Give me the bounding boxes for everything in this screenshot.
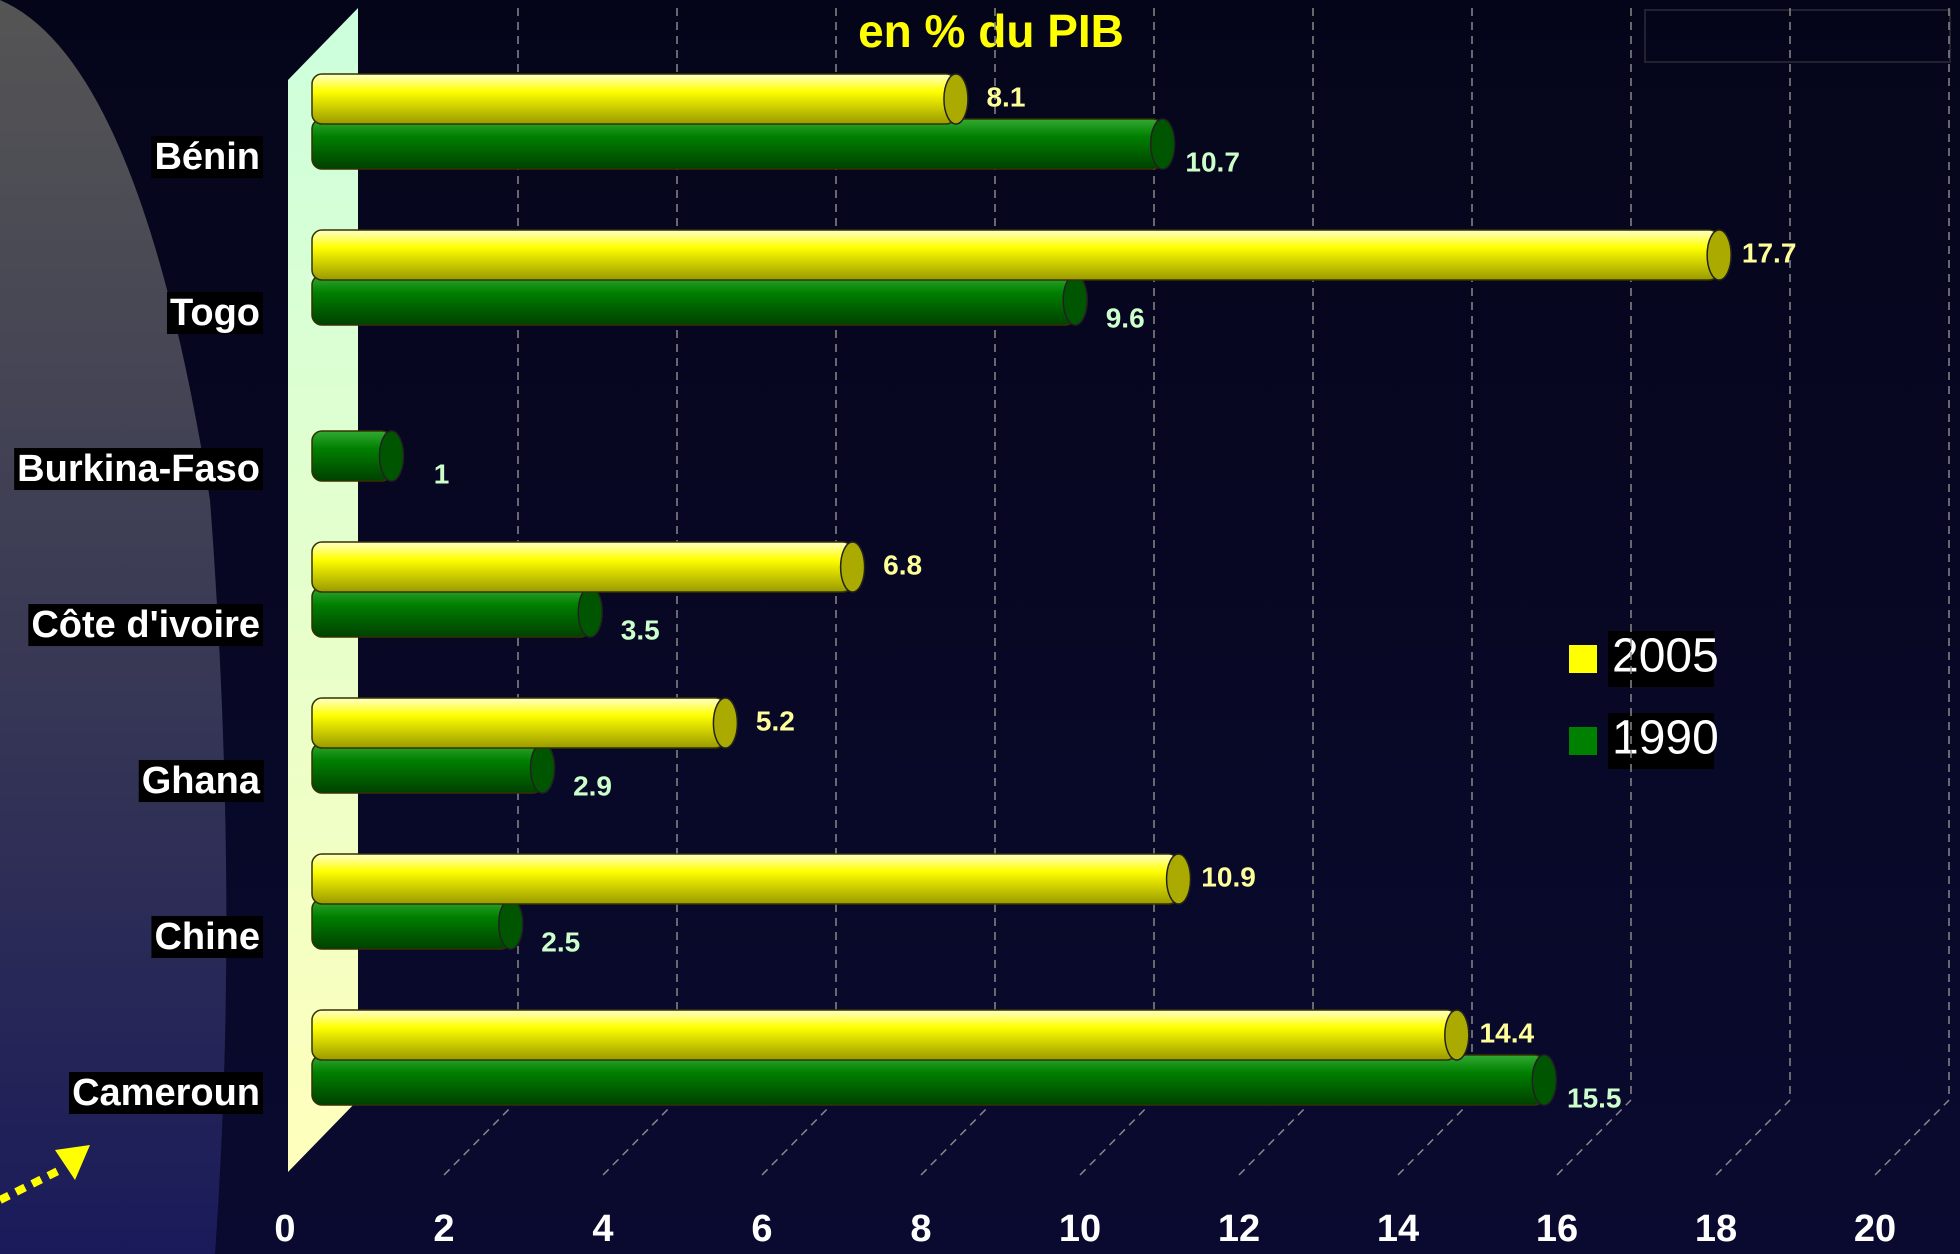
bar-cap (1531, 1054, 1557, 1106)
category-label: Ghana (142, 760, 261, 802)
bar (311, 697, 727, 749)
chart-title: en % du PIB (858, 5, 1124, 57)
bar (311, 118, 1164, 170)
floor-grid-line (1556, 1099, 1632, 1176)
legend-label: 1990 (1612, 712, 1719, 765)
floor-grid-line (761, 1099, 837, 1176)
floor-grid-line (443, 1099, 519, 1176)
value-label: 9.6 (1106, 302, 1145, 333)
legend-label-bg (1608, 631, 1714, 687)
category-label: Burkina-Faso (17, 448, 260, 490)
bar-cap (378, 430, 405, 482)
x-tick-label: 2 (433, 1208, 454, 1250)
floor-grid-line (920, 1099, 996, 1176)
category-label-bg (69, 1072, 263, 1115)
bar (311, 229, 1720, 281)
floor-grid-line (1397, 1099, 1473, 1176)
category-label: Chine (154, 916, 260, 958)
category-label-bg (151, 916, 263, 959)
value-label: 14.4 (1480, 1017, 1535, 1048)
legend-swatch (1569, 727, 1597, 755)
bar (311, 541, 854, 593)
bar (311, 853, 1180, 905)
category-label: Togo (170, 292, 260, 334)
x-tick-label: 20 (1854, 1208, 1896, 1250)
category-label-bg (14, 448, 263, 491)
bar (311, 1009, 1458, 1061)
bar-cap (1444, 1009, 1470, 1061)
legend-label-bg (1608, 713, 1714, 769)
value-label: 10.9 (1201, 861, 1256, 892)
floor-grid-line (1874, 1099, 1950, 1176)
value-label: 3.5 (621, 614, 660, 645)
category-label-bg (138, 760, 264, 803)
arrow-head (55, 1145, 90, 1180)
legend-label: 2005 (1612, 630, 1719, 683)
bar (311, 742, 544, 794)
category-label: Côte d'ivoire (31, 604, 260, 646)
bar-cap (839, 541, 866, 593)
value-label: 10.7 (1185, 146, 1240, 177)
x-tick-label: 14 (1377, 1208, 1419, 1250)
bar-cap (498, 898, 524, 950)
value-label: 2.9 (573, 770, 612, 801)
bar (311, 1054, 1545, 1106)
x-tick-label: 4 (592, 1208, 613, 1250)
legend-swatch (1569, 645, 1597, 673)
value-label: 6.8 (883, 549, 922, 580)
bar-cap (1706, 229, 1732, 281)
x-tick-label: 0 (274, 1208, 295, 1250)
category-label: Cameroun (72, 1072, 260, 1114)
x-tick-label: 18 (1695, 1208, 1737, 1250)
bar (311, 586, 591, 638)
value-label: 17.7 (1742, 237, 1797, 268)
frame (1644, 9, 1951, 63)
bar (311, 898, 512, 950)
bar (311, 73, 957, 125)
x-tick-label: 6 (751, 1208, 772, 1250)
floor-grid-line (1238, 1099, 1314, 1176)
bar-cap (943, 73, 969, 125)
bar-cap (529, 742, 556, 794)
bar-cap (1062, 274, 1088, 326)
floor-grid-line (602, 1099, 678, 1176)
value-label: 8.1 (986, 81, 1025, 112)
floor-grid-line (1715, 1099, 1791, 1176)
x-tick-label: 10 (1059, 1208, 1101, 1250)
legend: 2005 1990 (1569, 630, 1719, 769)
x-tick-label: 8 (910, 1208, 931, 1250)
arrow (0, 1166, 62, 1204)
bar-cap (577, 586, 603, 638)
category-label-bg (166, 292, 263, 335)
value-label: 5.2 (756, 705, 795, 736)
bar (311, 274, 1076, 326)
category-label-bg (28, 604, 263, 647)
value-label: 1 (434, 458, 450, 489)
bar-cap (1149, 118, 1176, 170)
floor-grid-line (1079, 1099, 1155, 1176)
value-label: 15.5 (1567, 1082, 1622, 1113)
value-label: 2.5 (541, 926, 580, 957)
x-tick-label: 12 (1218, 1208, 1260, 1250)
category-label: Bénin (154, 136, 260, 178)
category-label-bg (151, 136, 263, 179)
bar-cap (712, 697, 739, 749)
bar-cap (1165, 853, 1192, 905)
x-tick-label: 16 (1536, 1208, 1578, 1250)
